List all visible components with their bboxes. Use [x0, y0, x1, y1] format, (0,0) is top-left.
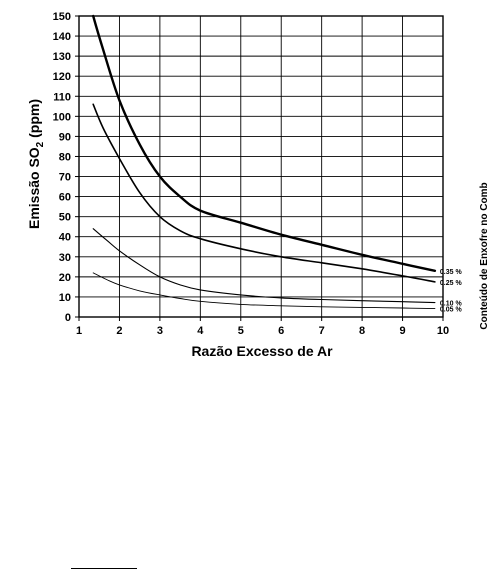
x-tick-label-9: 9 — [399, 325, 405, 337]
grid-lines — [78, 15, 444, 318]
sulfur-content-side-label: Conteúdo de Enxofre no Comb — [479, 182, 490, 329]
series-group: 0.35 % 0.25 % 0.10 %0.05 % — [92, 14, 463, 314]
y-tick-label-90: 90 — [59, 131, 71, 143]
y-axis-title-main: Emissão SO — [26, 147, 42, 229]
x-tick-label-2: 2 — [116, 325, 122, 337]
series-label-2: 0.10 % — [440, 301, 463, 308]
x-tick-label-3: 3 — [157, 325, 163, 337]
x-tick-label-4: 4 — [197, 325, 204, 337]
y-axis-title-subscript: 2 — [35, 141, 46, 147]
y-tick-label-80: 80 — [59, 151, 71, 163]
plot-frame — [78, 15, 444, 318]
y-axis-title: Emissão SO2 (ppm) — [26, 99, 46, 229]
series-line-3 — [92, 272, 436, 310]
x-tick-label-6: 6 — [278, 325, 284, 337]
y-tick-label-120: 120 — [53, 71, 71, 83]
y-tick-label-130: 130 — [53, 51, 71, 63]
series-line-2 — [92, 228, 436, 304]
x-axis-title: Razão Excesso de Ar — [191, 343, 333, 359]
series-label-1: 0.25 % — [440, 280, 463, 287]
y-axis-title-unit: (ppm) — [26, 99, 42, 142]
y-tick-label-40: 40 — [59, 232, 71, 244]
y-tick-label-110: 110 — [53, 91, 71, 103]
axis-ticks: 1 2 3 4 5 6 7 8 9 1001020304050607080901001101201… — [53, 11, 449, 337]
y-tick-label-50: 50 — [59, 212, 71, 224]
series-line-1 — [92, 103, 436, 283]
series-label-0: 0.35 % — [440, 269, 463, 276]
y-tick-label-140: 140 — [53, 31, 71, 43]
x-tick-label-8: 8 — [359, 325, 365, 337]
y-tick-label-30: 30 — [59, 252, 71, 264]
y-tick-label-60: 60 — [59, 192, 71, 204]
footnote-rule — [71, 568, 137, 569]
y-tick-label-70: 70 — [59, 172, 71, 184]
series-label-3: 0.05 % — [440, 307, 463, 314]
y-tick-label-100: 100 — [53, 111, 71, 123]
y-tick-label-150: 150 — [53, 11, 71, 23]
x-tick-label-10: 10 — [437, 325, 449, 337]
y-tick-label-0: 0 — [65, 312, 71, 324]
series-line-0 — [92, 14, 437, 272]
x-tick-label-7: 7 — [319, 325, 325, 337]
x-tick-label-1: 1 — [76, 325, 82, 337]
y-tick-label-20: 20 — [59, 272, 71, 284]
y-tick-label-10: 10 — [59, 292, 71, 304]
x-tick-label-5: 5 — [238, 325, 244, 337]
